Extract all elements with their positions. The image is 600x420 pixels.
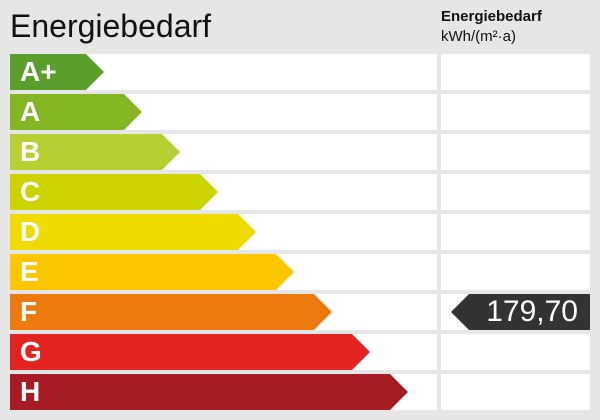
class-bar: F (10, 294, 332, 330)
class-bar: G (10, 334, 370, 370)
class-row-f: F (10, 294, 437, 330)
class-bar: D (10, 214, 256, 250)
class-bar: E (10, 254, 294, 290)
class-label: H (20, 376, 41, 407)
value-indicator-text: 179,70 (486, 295, 578, 328)
class-label: D (20, 216, 41, 247)
class-row-aplus: A+ (10, 54, 437, 90)
value-cell (441, 54, 590, 90)
class-bar: A (10, 94, 142, 130)
class-bar: H (10, 374, 408, 410)
unit-header-title: Energiebedarf (441, 8, 542, 25)
value-cell (441, 334, 590, 370)
class-row-c: C (10, 174, 437, 210)
value-cell (441, 174, 590, 210)
class-label: A (20, 96, 41, 127)
class-row-g: G (10, 334, 437, 370)
class-row-b: B (10, 134, 437, 170)
class-label: B (20, 136, 41, 167)
page-title: Energiebedarf (10, 8, 212, 44)
class-row-e: E (10, 254, 437, 290)
value-cell (441, 94, 590, 130)
unit-header-unit: kWh/(m²·a) (441, 28, 516, 45)
unit-header: Energiebedarf kWh/(m²·a) (441, 7, 542, 47)
class-label: C (20, 176, 41, 207)
class-bar: C (10, 174, 218, 210)
class-label: A+ (20, 56, 57, 87)
class-bar: B (10, 134, 180, 170)
class-label: G (20, 336, 42, 367)
value-cell (441, 214, 590, 250)
value-cell (441, 134, 590, 170)
class-row-h: H (10, 374, 437, 410)
value-indicator: 179,70 (451, 294, 590, 330)
value-cell (441, 254, 590, 290)
class-bar: A+ (10, 54, 104, 90)
value-cell (441, 374, 590, 410)
class-label: F (20, 296, 38, 327)
class-row-a: A (10, 94, 437, 130)
class-label: E (20, 256, 39, 287)
class-row-d: D (10, 214, 437, 250)
